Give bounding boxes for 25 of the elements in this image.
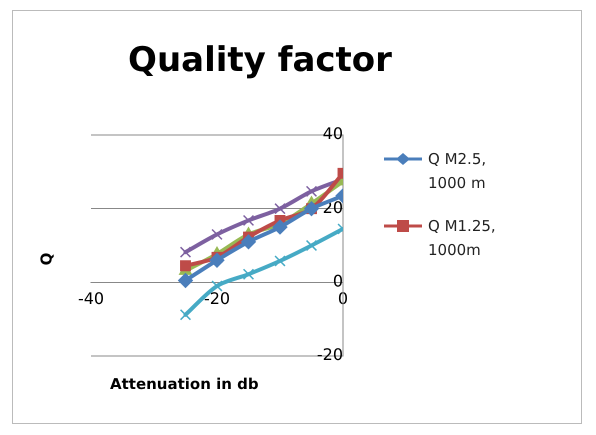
point: [210, 252, 224, 268]
point: [306, 240, 318, 252]
point: [272, 220, 288, 235]
point: [178, 272, 193, 288]
x-tick-label: -20: [204, 289, 230, 308]
point: [211, 280, 223, 292]
x-axis-title: Attenuation in db: [110, 375, 259, 393]
point: [306, 186, 318, 198]
y-tick-label: 40: [322, 124, 343, 144]
point: [211, 228, 223, 240]
point: [274, 255, 286, 267]
legend-label: Q M1.25, 1000m: [428, 216, 497, 261]
chart-title: Quality factor: [127, 40, 393, 80]
point: [180, 246, 192, 258]
point: [242, 268, 254, 280]
y-tick-label: -20: [316, 345, 343, 364]
point: [180, 309, 192, 320]
x-tick-label: -40: [78, 289, 104, 308]
y-axis-title: Q: [37, 252, 56, 266]
point: [274, 202, 286, 214]
legend-label: Q M2.5, 1000 m: [428, 149, 488, 194]
point: [241, 234, 256, 250]
y-tick-label: 0: [332, 271, 343, 290]
point: [242, 214, 254, 226]
point: [180, 260, 191, 272]
